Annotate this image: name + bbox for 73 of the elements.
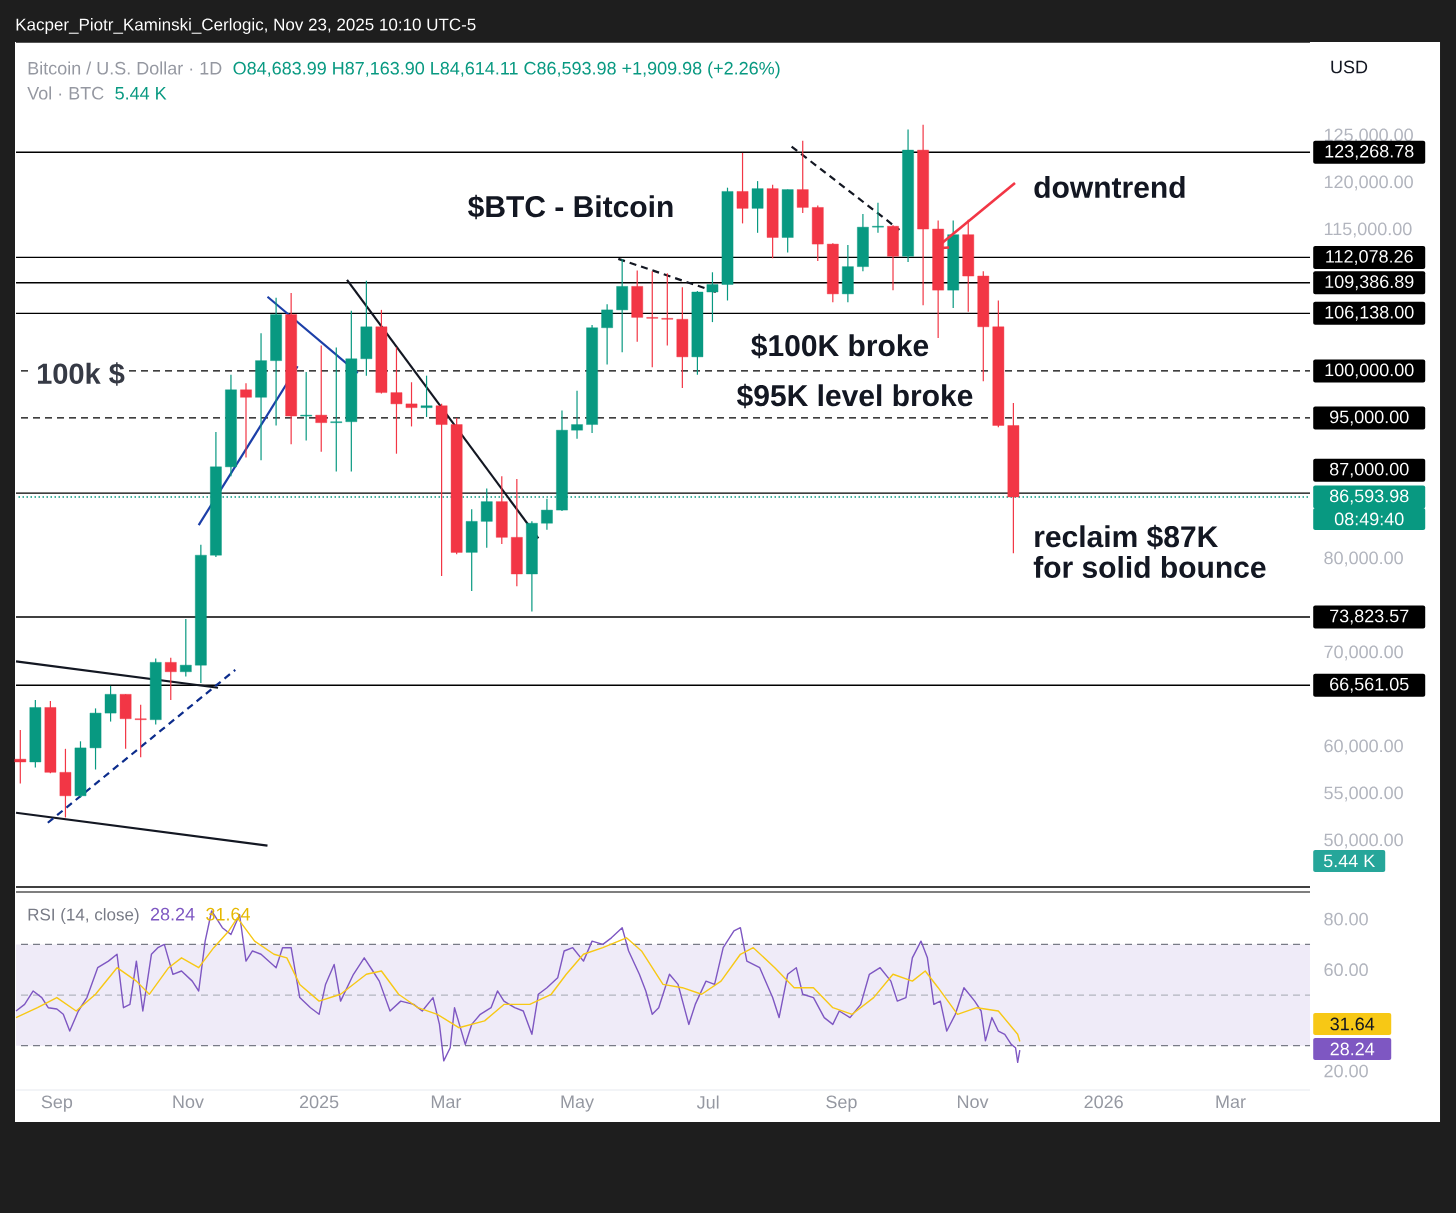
ref-line-label: 73,823.57	[1330, 609, 1409, 625]
ref-line-label: 87,000.00	[1329, 462, 1409, 478]
ref-line-label: 100,000.00	[1325, 363, 1414, 379]
ref-line-label: 112,078.26	[1326, 250, 1413, 265]
candlestick	[405, 381, 418, 428]
y-tick-label: 115,000.00	[1324, 222, 1412, 238]
ref-line-label: 109,386.89	[1325, 275, 1414, 291]
x-tick-label: Mar	[1216, 1095, 1246, 1109]
ref-line-label: 95,000.00	[1330, 410, 1409, 426]
candlestick	[300, 371, 312, 442]
x-tick-label: 2026	[1084, 1095, 1123, 1109]
annotation: O84,683.99 H87,163.90 L84,614.11 C86,593.98 +1,909.98 (+2.26%)	[233, 61, 780, 79]
y-tick-label: 20.00	[1324, 1064, 1368, 1078]
text: $BTC - Bitcoin	[468, 194, 673, 220]
x-tick-label: Nov	[173, 1095, 204, 1109]
annotation: downtrend	[1034, 175, 1185, 199]
candlestick	[661, 272, 674, 347]
annotation: 100k $	[38, 362, 125, 386]
text: RSI (14, close)	[28, 908, 139, 924]
candlestick	[420, 375, 433, 418]
candlestick	[872, 202, 884, 234]
y-tick-label: 120,000.00	[1324, 175, 1413, 191]
y-tick-label: 70,000.00	[1324, 645, 1403, 661]
x-tick-label: 2025	[299, 1095, 339, 1109]
candlestick	[601, 303, 613, 365]
annotation: Vol · BTC	[27, 86, 104, 100]
annotation: $100K broke	[751, 333, 929, 359]
y-tick-label: 80,000.00	[1324, 551, 1403, 567]
candlestick	[59, 748, 72, 819]
candlestick	[240, 382, 252, 459]
ref-line-label: 106,138.00	[1325, 305, 1414, 321]
annotation: reclaim $87K	[1035, 524, 1219, 550]
annotation: for solid bounce	[1033, 555, 1266, 579]
candlestick	[751, 180, 764, 234]
text: 5.44 K	[1323, 854, 1376, 868]
text: USD	[1331, 60, 1368, 74]
x-tick-label: Mar	[431, 1095, 462, 1109]
y-tick-label: 60.00	[1324, 963, 1368, 977]
candlestick	[571, 390, 583, 440]
candlestick	[616, 258, 628, 353]
text: 08:49:40	[1334, 512, 1404, 526]
candlestick	[315, 344, 328, 453]
y-tick-label: 80.00	[1324, 912, 1368, 926]
text: 31.64	[1330, 1017, 1375, 1031]
candlestick	[646, 270, 659, 368]
ref-line-label: 66,561.05	[1330, 677, 1409, 693]
x-tick-label: May	[561, 1095, 594, 1112]
x-tick-label: Sep	[826, 1095, 857, 1112]
candlestick	[134, 704, 147, 758]
text: 28.24	[1330, 1042, 1375, 1056]
candlestick	[706, 271, 719, 323]
annotation: Bitcoin / U.S. Dollar · 1D	[28, 61, 222, 75]
candlestick	[796, 140, 809, 214]
candlestick	[736, 152, 749, 224]
candlestick	[180, 618, 192, 678]
candlestick	[164, 657, 177, 701]
annotation: 5.44 K	[115, 87, 167, 100]
x-tick-label: Jul	[696, 1095, 719, 1109]
x-tick-label: Nov	[958, 1095, 989, 1109]
annotation: 28.24	[150, 907, 195, 921]
x-tick-label: Sep	[41, 1095, 73, 1112]
chart-subtitle: Kacper_Piotr_Kaminski_Cerlogic, Nov 23, 2025 10:10 UTC-5	[16, 18, 476, 34]
y-tick-label: 55,000.00	[1324, 786, 1403, 802]
ref-line-label: 86,593.98	[1329, 489, 1409, 505]
candlestick	[330, 346, 343, 473]
y-tick-label: 60,000.00	[1324, 739, 1403, 755]
candlestick	[14, 729, 27, 785]
ref-line-label: 123,268.78	[1325, 144, 1414, 160]
y-tick-label: 50,000.00	[1324, 833, 1403, 849]
candlestick	[435, 403, 448, 577]
annotation: $95K level broke	[737, 383, 973, 409]
candlestick	[390, 346, 403, 455]
candlestick	[104, 685, 117, 723]
